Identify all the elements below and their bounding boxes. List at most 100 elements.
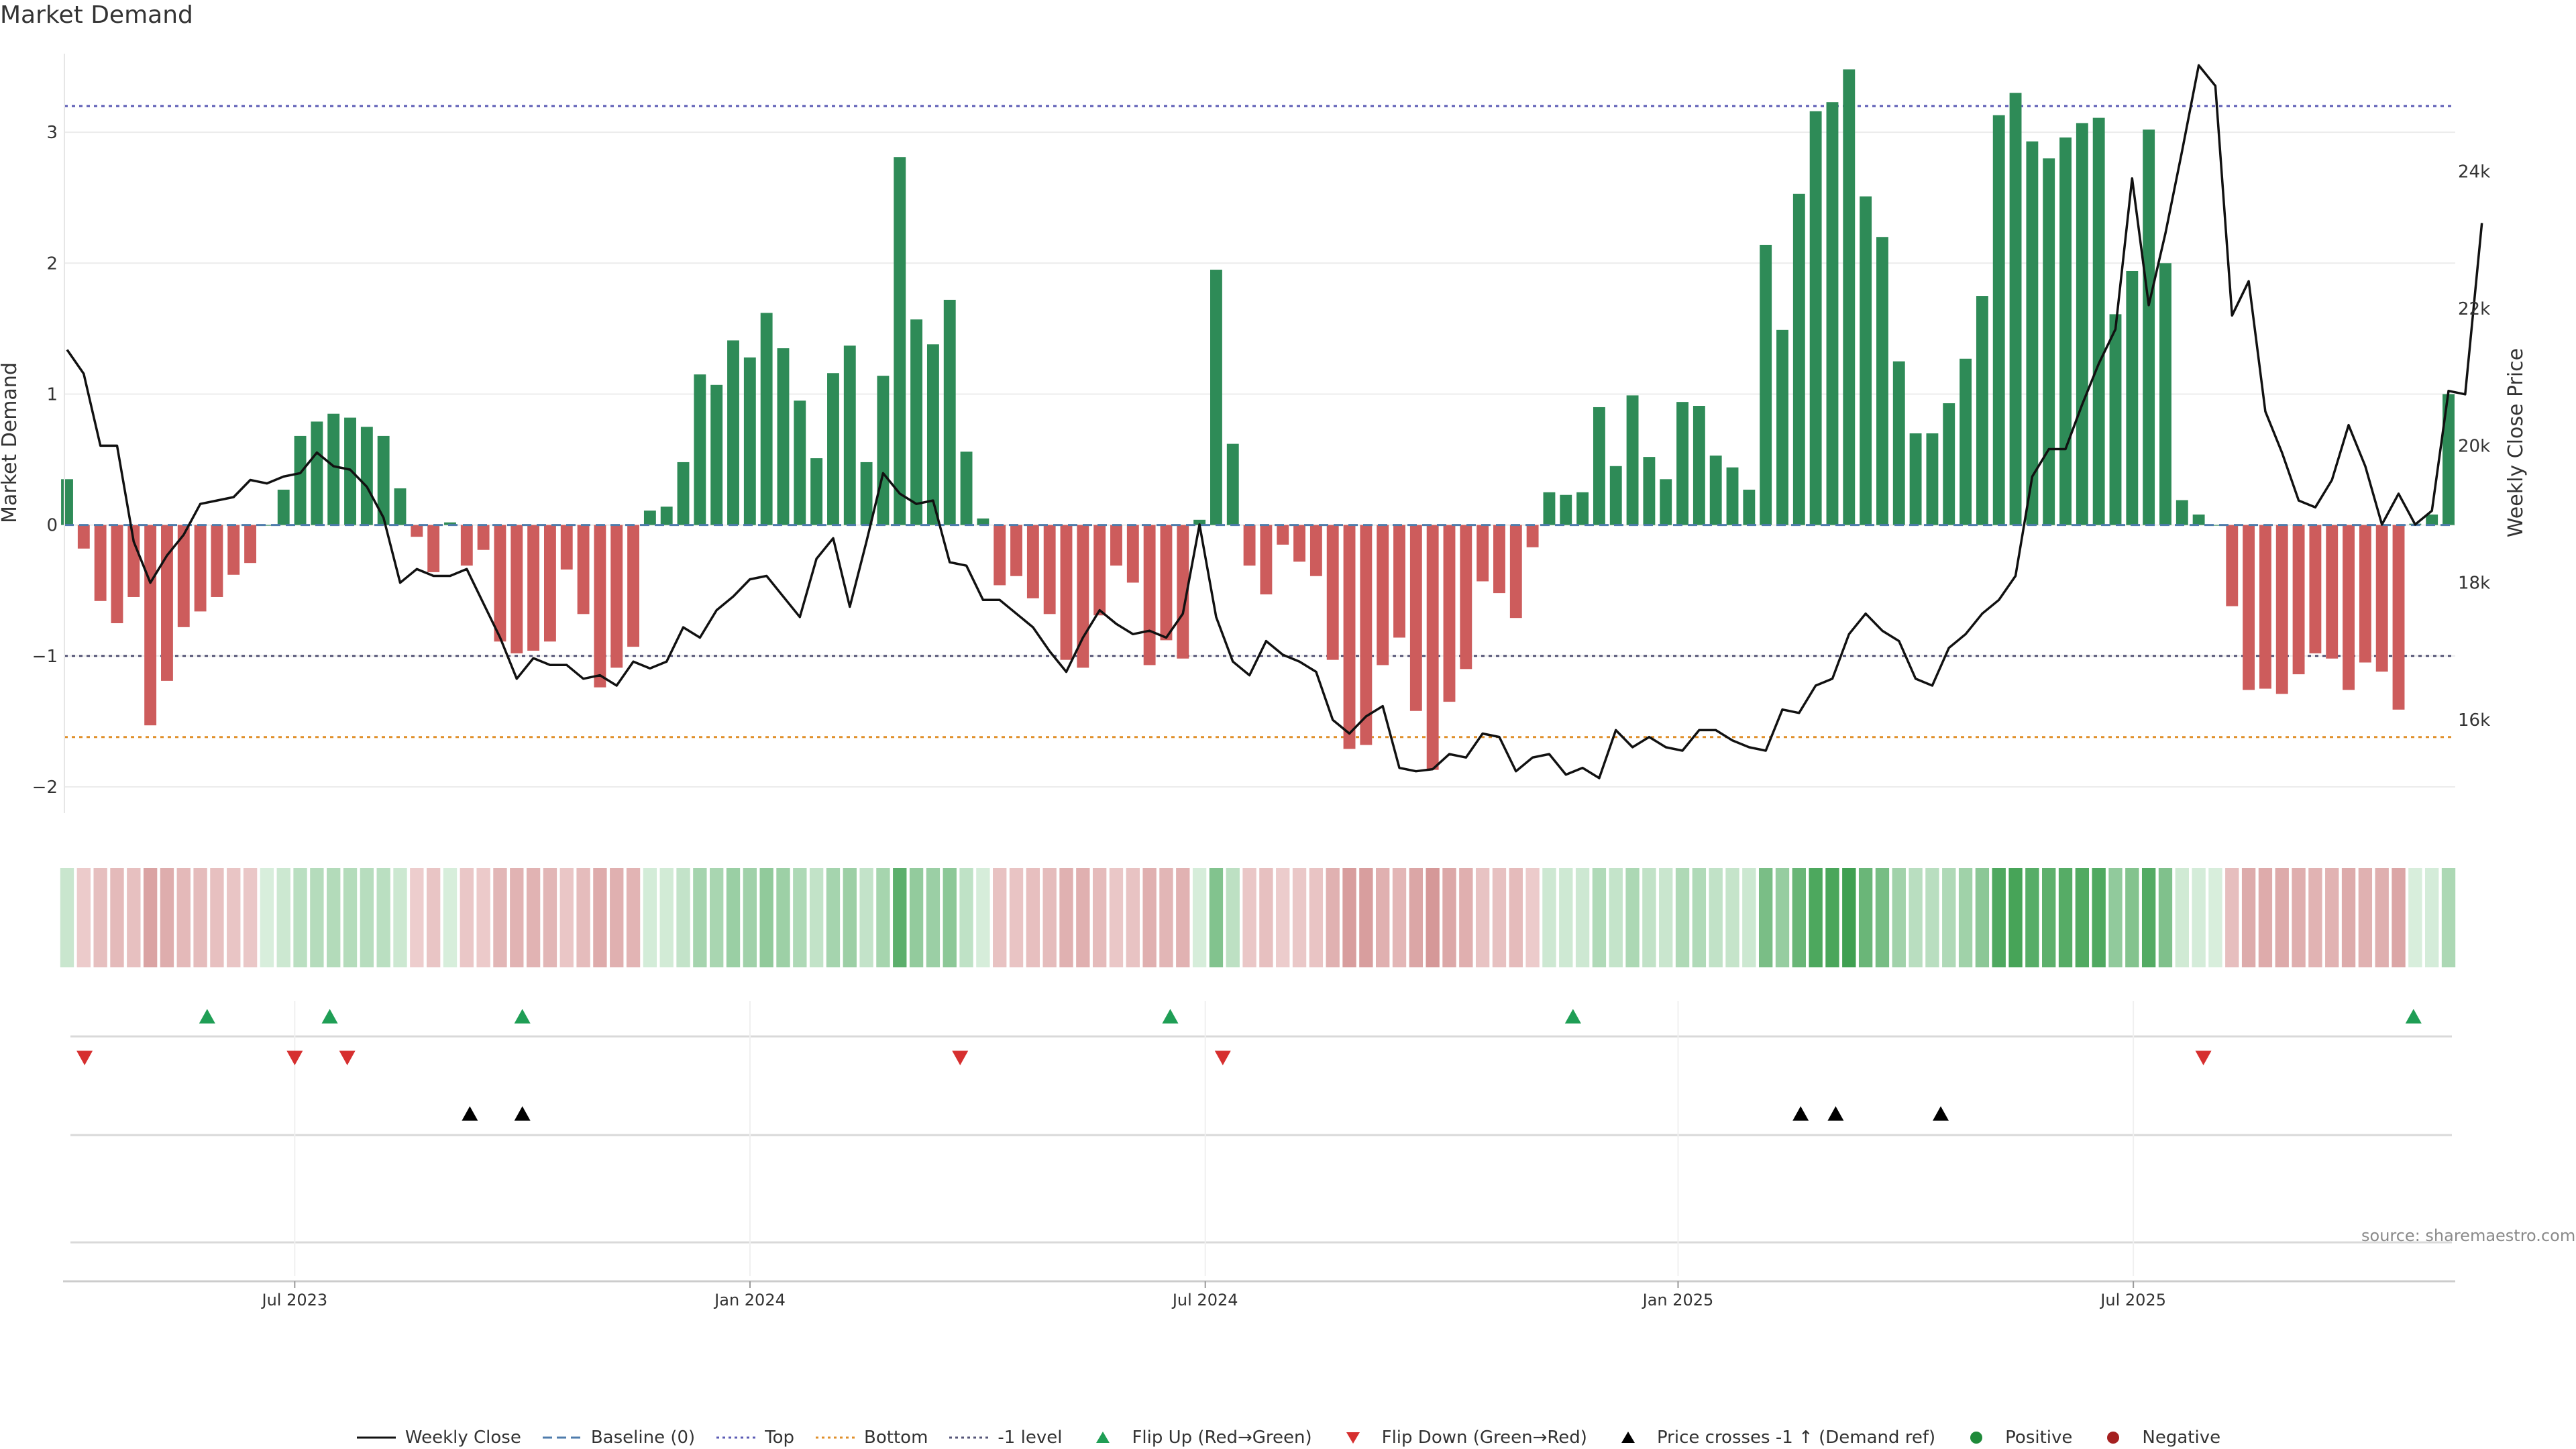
demand-bar bbox=[211, 525, 223, 597]
legend-symbol bbox=[949, 1436, 989, 1439]
legend-symbol bbox=[356, 1436, 396, 1439]
heat-strip-cell bbox=[210, 868, 224, 967]
legend-label: Negative bbox=[2142, 1428, 2221, 1448]
x-tick-label: Jul 2023 bbox=[261, 1291, 328, 1309]
legend-label: Price crosses -1 ↑ (Demand ref) bbox=[1656, 1428, 1936, 1448]
heat-strip-cell bbox=[493, 868, 507, 967]
demand-bar bbox=[877, 376, 890, 525]
heat-strip-cell bbox=[2358, 868, 2373, 967]
demand-bar bbox=[1426, 525, 1439, 770]
demand-bars-layer bbox=[61, 69, 2455, 770]
heat-strip-cell bbox=[1475, 868, 1490, 967]
demand-bar bbox=[627, 525, 639, 647]
demand-bar bbox=[643, 511, 656, 525]
demand-bar bbox=[1293, 525, 1305, 562]
demand-bar bbox=[1143, 525, 1156, 665]
heat-strip-cell bbox=[1159, 868, 1173, 967]
demand-bar bbox=[1377, 525, 1389, 665]
weekly-close-layer bbox=[66, 64, 2483, 780]
heat-strip-cell bbox=[843, 868, 857, 967]
heat-strip-cell bbox=[2125, 868, 2139, 967]
heat-strip-cell bbox=[2092, 868, 2106, 967]
heat-strip-cell bbox=[1342, 868, 1356, 967]
flip-up-marker bbox=[2405, 1009, 2422, 1024]
heat-strip-cell bbox=[1126, 868, 1140, 967]
heat-strip-cell bbox=[776, 868, 790, 967]
demand-bar bbox=[543, 525, 556, 642]
heat-strip-cell bbox=[1725, 868, 1739, 967]
heat-strip-cell bbox=[543, 868, 557, 967]
demand-bar bbox=[1892, 361, 1905, 525]
heat-strip-cell bbox=[2441, 868, 2456, 967]
demand-bar bbox=[2343, 525, 2355, 690]
heat-strip-cell bbox=[1109, 868, 1124, 967]
left-tick-label: 1 bbox=[46, 384, 58, 405]
demand-bar bbox=[1609, 466, 1622, 525]
demand-bar bbox=[1126, 525, 1139, 583]
demand-bar bbox=[2209, 525, 2222, 526]
flip-up-marker bbox=[199, 1009, 215, 1024]
demand-bar bbox=[1909, 433, 1922, 525]
heat-strip-cell bbox=[1076, 868, 1090, 967]
demand-bar bbox=[327, 413, 340, 525]
demand-bar bbox=[494, 525, 506, 642]
demand-bar bbox=[1576, 492, 1589, 525]
heat-strip-cell bbox=[1409, 868, 1424, 967]
heat-strip-cell bbox=[1809, 868, 1823, 967]
demand-bar bbox=[1326, 525, 1339, 660]
demand-bar bbox=[1826, 102, 1839, 525]
demand-bar bbox=[1960, 358, 1972, 525]
demand-bar bbox=[2275, 525, 2288, 694]
heat-strip-cell bbox=[626, 868, 641, 967]
heat-strip-cell bbox=[859, 868, 873, 967]
heat-strip-cell bbox=[360, 868, 374, 967]
demand-bar bbox=[1560, 494, 1572, 525]
demand-bar bbox=[394, 488, 407, 525]
demand-bar bbox=[294, 435, 307, 525]
demand-bar bbox=[161, 525, 173, 681]
demand-bar bbox=[460, 525, 473, 566]
legend-label: Top bbox=[765, 1428, 795, 1448]
heat-strip-cell bbox=[2408, 868, 2422, 967]
demand-bar bbox=[511, 525, 523, 653]
heat-strip-cell bbox=[193, 868, 207, 967]
legend-item: Top bbox=[715, 1428, 794, 1448]
demand-bar bbox=[1026, 525, 1039, 598]
demand-bar bbox=[594, 525, 606, 688]
heat-strip-cell bbox=[443, 868, 458, 967]
price-cross-marker bbox=[462, 1106, 478, 1121]
right-tick-label: 16k bbox=[2458, 710, 2490, 731]
heat-strip-cell bbox=[559, 868, 574, 967]
heat-strip-cell bbox=[1758, 868, 1773, 967]
demand-bar bbox=[477, 525, 490, 550]
heat-strip-cell bbox=[260, 868, 274, 967]
heat-strip-cell bbox=[576, 868, 590, 967]
demand-bar bbox=[61, 479, 73, 525]
demand-bar bbox=[77, 525, 90, 549]
legend-item: Baseline (0) bbox=[541, 1428, 695, 1448]
heat-strip-cell bbox=[276, 868, 290, 967]
heat-strip-cell bbox=[959, 868, 973, 967]
demand-bar bbox=[2092, 117, 2105, 525]
heat-strip-cell bbox=[1426, 868, 1440, 967]
demand-bar bbox=[860, 462, 873, 525]
demand-bar bbox=[977, 518, 989, 525]
heat-strip-cell bbox=[2292, 868, 2306, 967]
demand-bar bbox=[1060, 525, 1073, 660]
demand-bar bbox=[1226, 443, 1239, 525]
demand-bar bbox=[1443, 525, 1456, 702]
heat-strip-cell bbox=[876, 868, 890, 967]
heat-strip-cell bbox=[1642, 868, 1656, 967]
heat-strip-cell bbox=[659, 868, 674, 967]
legend-label: Flip Down (Green→Red) bbox=[1381, 1428, 1587, 1448]
demand-bar bbox=[560, 525, 573, 570]
heat-strip-cell bbox=[1842, 868, 1856, 967]
price-cross-marker bbox=[1827, 1106, 1844, 1121]
demand-bar bbox=[2292, 525, 2305, 675]
legend-symbol bbox=[1346, 1432, 1360, 1444]
heat-strip-cell bbox=[2008, 868, 2023, 967]
heat-strip-cell bbox=[510, 868, 524, 967]
legend-symbol bbox=[816, 1436, 855, 1439]
heat-strip-cell bbox=[1958, 868, 1973, 967]
